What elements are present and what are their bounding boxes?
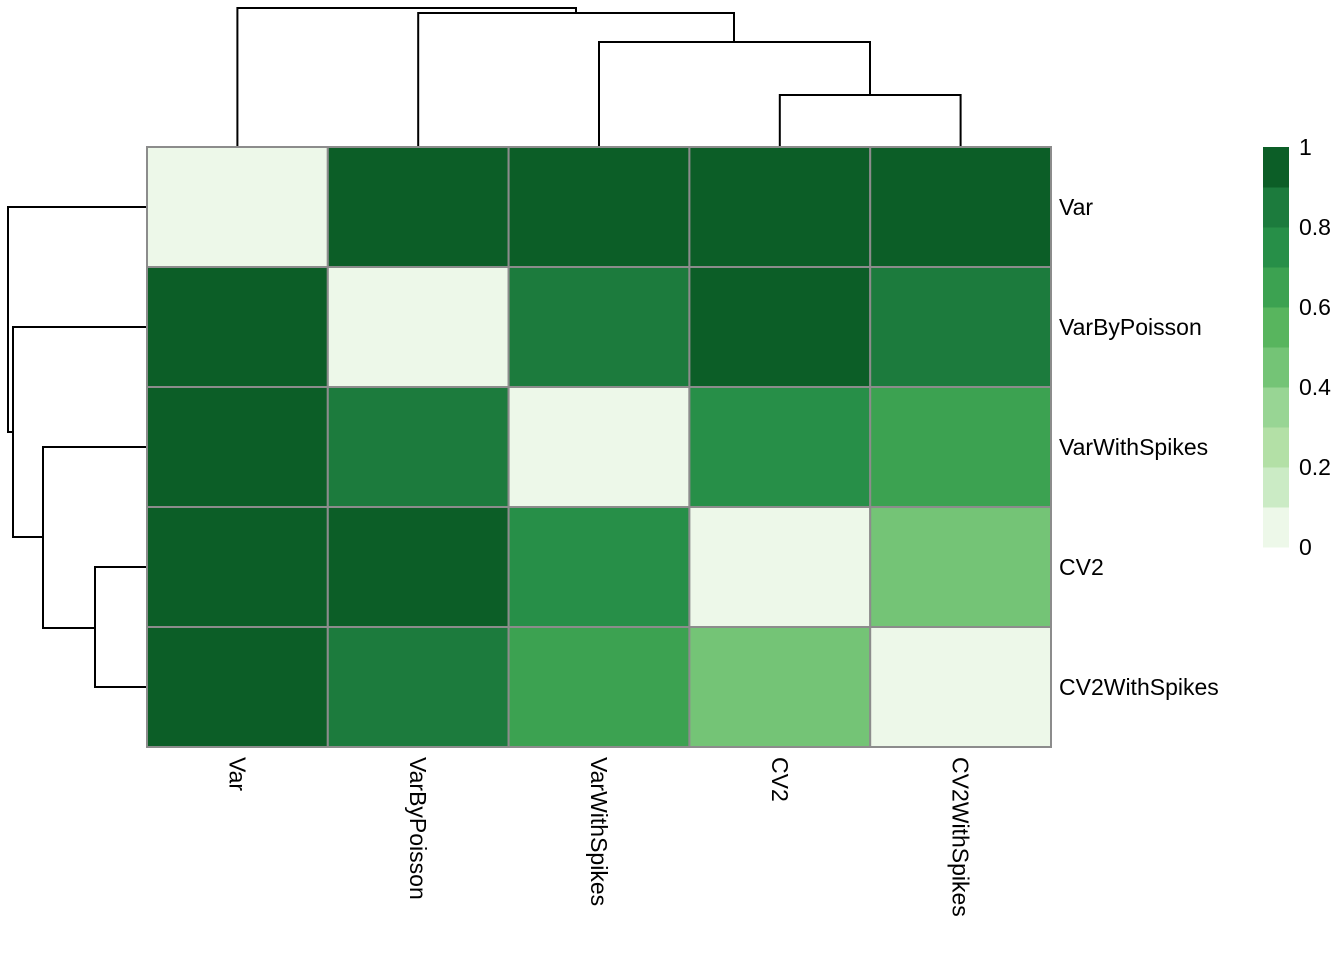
heatmap-cell: [326, 146, 510, 268]
row-label: CV2WithSpikes: [1059, 674, 1219, 700]
heatmap-cell: [688, 506, 872, 628]
dendrogram-branch: [236, 7, 577, 147]
legend-swatch: [1263, 387, 1289, 428]
heatmap-cell: [869, 146, 1053, 268]
heatmap-cell: [507, 626, 691, 748]
heatmap-cells: [146, 146, 1053, 748]
row-label: VarWithSpikes: [1059, 434, 1208, 460]
column-label: Var: [224, 757, 250, 791]
row-label: Var: [1059, 194, 1093, 220]
legend-swatch: [1263, 227, 1289, 268]
heatmap-cell: [869, 626, 1053, 748]
legend-swatch: [1263, 427, 1289, 468]
heatmap-cell: [326, 386, 510, 508]
legend-tick-label: 0.8: [1299, 214, 1331, 240]
heatmap-cell: [688, 386, 872, 508]
color-legend: 0 0.2 0.4 0.6 0.8 1: [1263, 134, 1331, 560]
legend-swatch: [1263, 267, 1289, 308]
legend-swatch: [1263, 347, 1289, 388]
dendrogram-branch: [12, 326, 147, 538]
heatmap-cell: [146, 506, 329, 628]
heatmap-cell: [326, 506, 510, 628]
heatmap-cell: [688, 626, 872, 748]
legend-tick-label: 0.6: [1299, 294, 1331, 320]
column-label: CV2WithSpikes: [948, 757, 974, 917]
legend-tick-label: 0.4: [1299, 374, 1331, 400]
column-label: VarByPoisson: [405, 757, 431, 900]
heatmap-cell: [146, 626, 329, 748]
legend-swatch: [1263, 507, 1289, 548]
heatmap-cell: [326, 266, 510, 388]
legend-tick-label: 0.2: [1299, 454, 1331, 480]
column-dendrogram: [236, 7, 962, 147]
heatmap-cell: [507, 506, 691, 628]
row-label: VarByPoisson: [1059, 314, 1202, 340]
legend-swatch: [1263, 147, 1289, 188]
heatmap-cell: [507, 386, 691, 508]
legend-swatch: [1263, 307, 1289, 348]
legend-tick-label: 0: [1299, 534, 1312, 560]
heatmap-cell: [688, 266, 872, 388]
heatmap-cell: [146, 386, 329, 508]
dendrogram-branch: [417, 12, 735, 147]
legend-swatch: [1263, 467, 1289, 508]
heatmap-cell: [688, 146, 872, 268]
heatmap-cell: [507, 146, 691, 268]
column-labels: Var VarByPoisson VarWithSpikes CV2 CV2WithSp…: [224, 757, 973, 917]
column-label: VarWithSpikes: [586, 757, 612, 906]
heatmap-cell: [326, 626, 510, 748]
dendrogram-branch: [778, 94, 962, 147]
dendrogram-branch: [7, 206, 147, 433]
row-labels: Var VarByPoisson VarWithSpikes CV2 CV2WithSp…: [1059, 194, 1219, 700]
legend-tick-label: 1: [1299, 134, 1312, 160]
row-label: CV2: [1059, 554, 1104, 580]
dendrogram-branch: [94, 566, 147, 688]
heatmap-cell: [869, 386, 1053, 508]
legend-swatch: [1263, 187, 1289, 228]
column-label: CV2: [767, 757, 793, 802]
heatmap-cell: [507, 266, 691, 388]
heatmap-cell: [146, 146, 329, 268]
row-dendrogram: [7, 206, 147, 688]
heatmap-cell: [869, 506, 1053, 628]
heatmap-cell: [146, 266, 329, 388]
heatmap-cell: [869, 266, 1053, 388]
